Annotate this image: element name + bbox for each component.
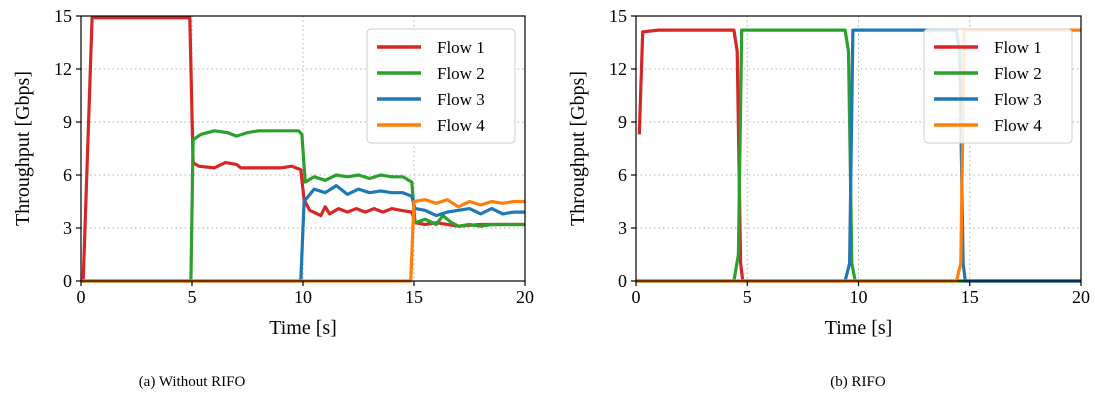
y-tick-label: 6 [63, 165, 72, 185]
y-tick-label: 3 [63, 218, 72, 238]
y-tick-label: 12 [54, 59, 72, 79]
figure-caption: (b) RIFO [830, 374, 886, 390]
series-line-flow-2 [81, 129, 525, 283]
y-tick-label: 12 [609, 59, 627, 79]
legend-label: Flow 1 [994, 38, 1042, 57]
figure-caption: (a) Without RIFO [139, 374, 246, 390]
y-tick-label: 0 [618, 271, 627, 291]
y-tick-label: 9 [618, 112, 627, 132]
x-axis-label: Time [s] [269, 317, 337, 339]
legend-label: Flow 3 [437, 90, 485, 109]
legend-label: Flow 4 [994, 116, 1042, 135]
y-tick-label: 15 [54, 6, 72, 26]
x-tick-label: 20 [1072, 287, 1090, 307]
legend-label: Flow 3 [994, 90, 1042, 109]
series-line-flow-1 [81, 16, 525, 283]
legend: Flow 1 Flow 2 Flow 3 Flow 4 [923, 28, 1073, 144]
legend-label: Flow 1 [437, 38, 485, 57]
y-tick-label: 6 [618, 165, 627, 185]
chart-panel-2: 0 5 10 15 20 0 3 6 9 12 15 Time [s] Throughput [Gbps… [567, 6, 1090, 390]
x-axis-label: Time [s] [825, 317, 893, 339]
x-tick-label: 5 [743, 287, 752, 307]
series-line-flow-1 [637, 28, 1081, 283]
series-line-flow-2 [636, 28, 1081, 283]
x-tick-label: 10 [850, 287, 868, 307]
legend: Flow 1 Flow 2 Flow 3 Flow 4 [366, 28, 516, 144]
chart-panel-1: 0 5 10 15 20 0 3 6 9 12 15 Time [s] Throughput [Gbps… [12, 6, 534, 390]
legend-label: Flow 2 [994, 64, 1042, 83]
x-tick-label: 10 [294, 287, 312, 307]
x-tick-label: 0 [632, 287, 641, 307]
y-tick-label: 3 [618, 218, 627, 238]
y-tick-label: 15 [609, 6, 627, 26]
legend-box [366, 28, 516, 144]
x-tick-label: 5 [188, 287, 197, 307]
y-tick-label: 0 [63, 271, 72, 291]
y-axis-label: Throughput [Gbps] [567, 71, 589, 226]
x-tick-label: 0 [77, 287, 86, 307]
legend-label: Flow 4 [437, 116, 485, 135]
y-tick-label: 9 [63, 112, 72, 132]
legend-box [923, 28, 1073, 144]
x-tick-label: 15 [961, 287, 979, 307]
x-tick-label: 20 [516, 287, 534, 307]
series-line-flow-4 [81, 198, 525, 283]
y-axis-label: Throughput [Gbps] [12, 71, 34, 226]
series-line-flow-3 [81, 184, 525, 283]
x-tick-label: 15 [405, 287, 423, 307]
legend-label: Flow 2 [437, 64, 485, 83]
